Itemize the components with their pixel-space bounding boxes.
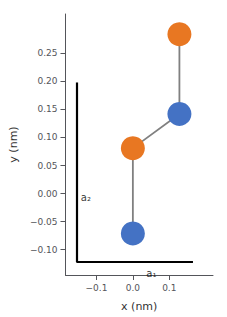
svg-text:0.0: 0.0 — [126, 283, 141, 293]
svg-text:0.00: 0.00 — [37, 189, 57, 199]
svg-text:−0.1: −0.1 — [86, 283, 108, 293]
svg-text:0.15: 0.15 — [37, 104, 57, 114]
svg-text:0.10: 0.10 — [37, 132, 57, 142]
svg-text:0.1: 0.1 — [162, 283, 176, 293]
svg-text:−0.05: −0.05 — [30, 217, 58, 227]
svg-text:y (nm): y (nm) — [7, 126, 20, 162]
svg-text:x (nm): x (nm) — [121, 300, 157, 313]
svg-text:0.25: 0.25 — [37, 48, 57, 58]
svg-text:0.05: 0.05 — [37, 161, 57, 171]
svg-text:a₂: a₂ — [81, 192, 91, 203]
svg-text:−0.10: −0.10 — [30, 245, 58, 255]
svg-text:0.20: 0.20 — [37, 76, 57, 86]
svg-text:a₁: a₁ — [146, 268, 156, 279]
